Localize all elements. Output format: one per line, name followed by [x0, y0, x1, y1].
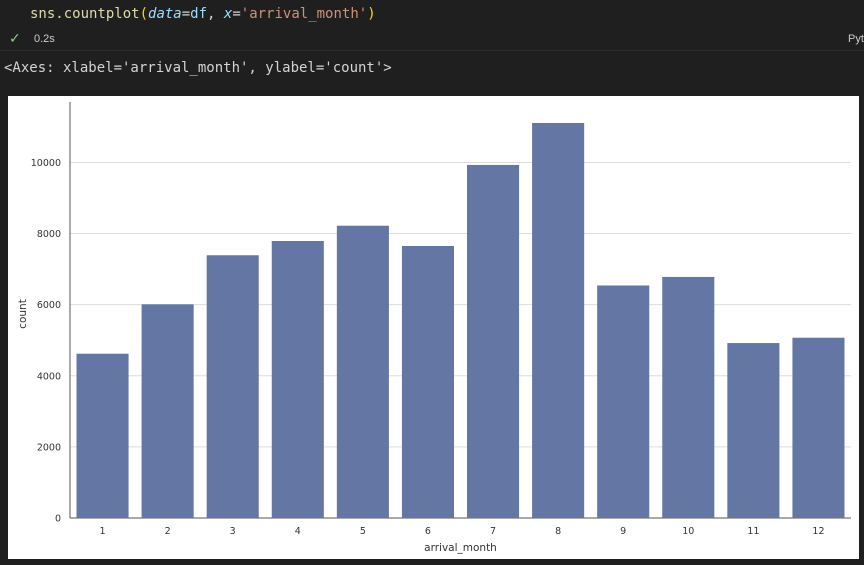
bar-month-7: [467, 164, 520, 518]
x-tick-label: 7: [490, 526, 496, 537]
bar-month-3: [206, 255, 259, 518]
x-tick-label: 12: [812, 526, 824, 537]
bar-month-12: [792, 337, 845, 518]
bar-month-10: [662, 276, 715, 518]
code-param-x: x: [223, 6, 233, 22]
code-equals-1: =: [181, 6, 191, 22]
bar-month-1: [76, 353, 129, 518]
x-tick-label: 3: [230, 526, 236, 537]
code-equals-2: =: [232, 6, 241, 22]
bar-month-2: [141, 304, 194, 518]
code-paren-close: ): [367, 6, 376, 22]
code-paren-open: (: [139, 6, 149, 22]
y-tick-label: 8000: [37, 229, 61, 240]
bar-month-6: [401, 246, 454, 518]
bar-month-11: [727, 343, 780, 518]
bar-month-4: [271, 241, 324, 518]
code-param-data: data: [148, 6, 182, 22]
x-tick-label: 6: [425, 526, 431, 537]
y-axis-label: count: [17, 299, 29, 329]
cell-separator: [0, 50, 864, 51]
code-line[interactable]: sns.countplot(data=df, x='arrival_month'…: [30, 3, 376, 25]
bar-month-8: [532, 122, 585, 518]
y-tick-label: 2000: [37, 442, 61, 453]
chart-figure: 0 2000 4000 6000 8000 10000 1 2 3 4 5 6 7 8 9 10 11 12 arr…: [8, 96, 859, 559]
kernel-label[interactable]: Pyt: [848, 33, 864, 45]
code-function: sns.countplot: [30, 6, 140, 22]
y-tick-label: 10000: [31, 158, 61, 169]
x-tick-label: 1: [100, 526, 106, 537]
x-tick-label: 11: [747, 526, 759, 537]
cell-output-text: <Axes: xlabel='arrival_month', ylabel='c…: [4, 60, 392, 76]
x-tick-label: 8: [555, 526, 561, 537]
y-tick-label: 6000: [37, 300, 61, 311]
execution-time: 0.2s: [34, 33, 55, 45]
cell-status-bar: ✓ 0.2s Pyt: [0, 28, 864, 50]
y-tick-label: 4000: [37, 371, 61, 382]
bar-month-9: [597, 285, 650, 518]
x-tick-label: 5: [360, 526, 366, 537]
code-comma: ,: [207, 6, 224, 22]
code-value-df: df: [190, 6, 208, 22]
x-axis-label: arrival_month: [424, 542, 497, 554]
code-value-string: 'arrival_month': [240, 6, 368, 22]
x-tick-label: 4: [295, 526, 301, 537]
x-tick-label: 10: [682, 526, 694, 537]
x-tick-label: 2: [165, 526, 171, 537]
x-tick-label: 9: [620, 526, 626, 537]
check-icon: ✓: [9, 31, 21, 47]
bar-month-5: [336, 225, 389, 518]
y-tick-label: 0: [55, 514, 61, 525]
